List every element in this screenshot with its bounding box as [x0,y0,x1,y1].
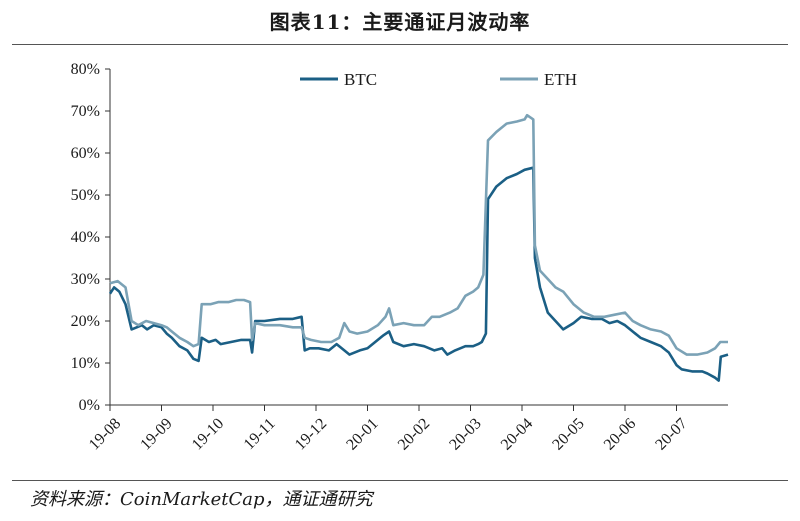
x-tick-group: 20-03 [446,415,484,453]
x-tick-group: 19-09 [137,415,175,453]
y-tick-label: 40% [71,229,100,246]
y-tick-label: 80% [71,61,100,78]
y-tick-label: 10% [71,355,100,372]
y-tick-group: 60% [71,145,100,162]
y-tick-label: 50% [71,187,100,204]
x-tick-group: 20-05 [549,415,587,453]
x-tick-label: 19-11 [241,415,279,453]
x-tick-label: 20-04 [498,415,536,453]
legend-item-btc: BTC [344,70,377,89]
y-tick-label: 0% [79,397,100,414]
y-tick-group: 10% [71,355,100,372]
x-tick-group: 19-10 [189,415,227,453]
x-tick-group: 19-11 [241,415,279,453]
x-tick-group: 20-02 [395,415,433,453]
y-tick-label: 70% [71,103,100,120]
source-note: 资料来源：CoinMarketCap，通证通研究 [30,489,373,510]
legend-label: BTC [344,70,377,89]
x-tick-group: 19-08 [86,415,124,453]
chart-title: 图表11：主要通证月波动率 [269,10,531,34]
series-line-eth [109,113,728,356]
y-tick-group: 20% [71,313,100,330]
legend-item-eth: ETH [544,70,577,89]
bottom-divider [12,480,788,481]
x-tick-group: 20-06 [601,415,639,453]
y-tick-group: 80% [71,61,100,78]
legend-label: ETH [544,70,577,89]
x-tick-label: 19-12 [292,415,330,453]
y-tick-group: 0% [79,397,100,414]
x-tick-label: 20-06 [601,415,639,453]
top-divider [12,44,788,45]
x-tick-label: 20-01 [343,415,381,453]
y-tick-group: 50% [71,187,100,204]
x-tick-group: 20-01 [343,415,381,453]
x-tick-group: 20-07 [652,415,690,453]
y-tick-label: 20% [71,313,100,330]
y-tick-group: 40% [71,229,100,246]
x-tick-group: 20-04 [498,415,536,453]
x-tick-label: 19-08 [86,415,124,453]
x-tick-label: 20-05 [549,415,587,453]
x-tick-label: 19-09 [137,415,175,453]
x-tick-label: 20-07 [652,415,690,453]
y-tick-group: 70% [71,103,100,120]
x-tick-group: 19-12 [292,415,330,453]
x-tick-label: 20-03 [446,415,484,453]
series-line-btc [108,166,729,382]
y-tick-label: 60% [71,145,100,162]
y-tick-label: 30% [71,271,100,288]
x-tick-label: 19-10 [189,415,227,453]
x-tick-label: 20-02 [395,415,433,453]
y-tick-group: 30% [71,271,100,288]
